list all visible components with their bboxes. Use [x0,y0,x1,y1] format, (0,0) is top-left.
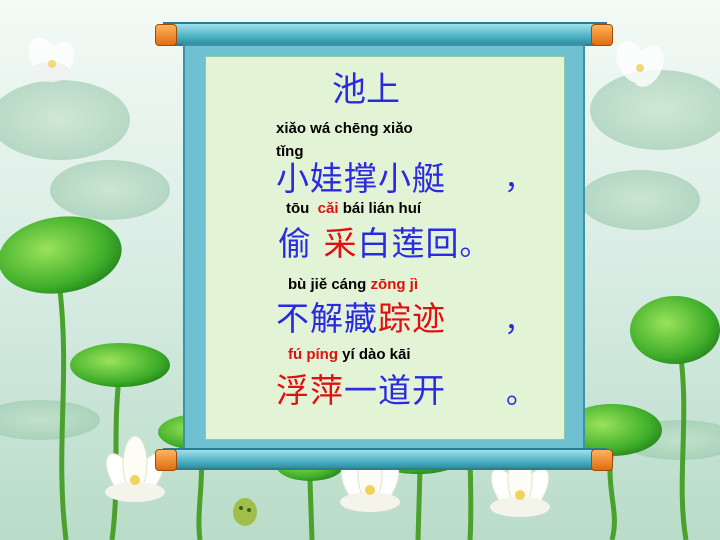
scroll-bottom-left-cap [155,449,177,471]
pinyin-line-2: tōu cǎi bái lián huí [286,200,422,217]
scroll-top-rod [163,22,607,46]
pinyin-line-4: fú píng yí dào kāi [288,346,411,363]
scroll-top-left-cap [155,24,177,46]
poem-line-2: 偷 采白莲回。 [278,224,491,263]
poem-line-3: 不解藏踪迹 [276,299,446,338]
poem-line-1: 小娃撑小艇 [276,159,446,198]
scroll-paper [205,56,565,440]
pinyin-line-3: bù jiě cáng zōng jì [288,276,419,293]
poem-title: 池上 [332,70,400,110]
lotus-seed-pod [233,498,257,526]
scroll-top-right-cap [591,24,613,46]
pinyin-line-1a: xiǎo wá chēng xiǎo [276,120,413,137]
poem-line-4: 浮萍一道开 [276,371,446,410]
lotus-flower-faded-right [616,41,664,87]
poem-line-1-punct: ， [504,162,534,197]
lotus-flower-faded-left [28,37,75,83]
poem-line-3-punct: ， [504,304,534,339]
scroll-bottom-rod [163,448,607,470]
faded-lotus-leaves [0,70,720,460]
scroll-bottom-right-cap [591,449,613,471]
pinyin-line-1b: tǐng [276,143,304,160]
poem-line-4-punct: 。 [506,376,536,411]
lotus-flowers-bottom [105,435,550,517]
